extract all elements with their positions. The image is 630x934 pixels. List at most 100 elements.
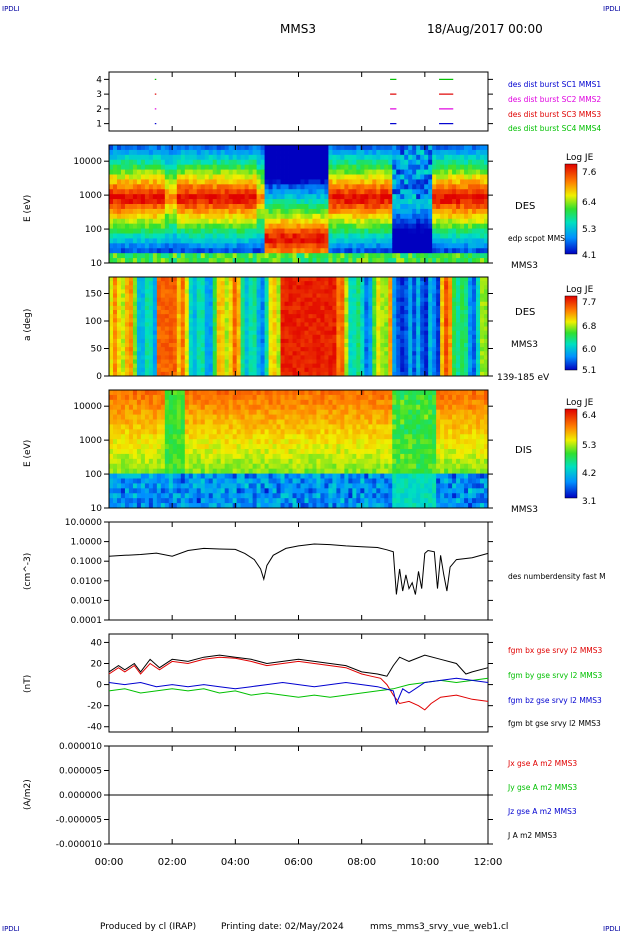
spectrogram-cell	[436, 213, 441, 220]
spectrogram-cell	[176, 314, 182, 319]
spectrogram-cell	[160, 305, 166, 311]
spectrogram-cell	[256, 223, 261, 229]
spectrogram-cell	[388, 213, 393, 220]
spectrogram-cell	[164, 174, 170, 180]
spectrogram-cell	[136, 258, 142, 264]
spectrogram-cell	[308, 199, 313, 205]
spectrogram-cell	[112, 458, 118, 465]
spectrogram-cell	[328, 179, 333, 185]
spectrogram-cell	[292, 277, 297, 282]
spectrogram-cell	[256, 179, 261, 185]
spectrogram-cell	[156, 347, 162, 352]
spectrogram-cell	[332, 359, 337, 365]
spectrogram-cell	[112, 473, 118, 479]
spectrogram-cell	[120, 184, 126, 190]
spectrogram-cell	[136, 164, 142, 170]
spectrogram-cell	[468, 204, 473, 210]
spectrogram-cell	[140, 159, 146, 166]
spectrogram-cell	[176, 258, 182, 264]
spectrogram-cell	[232, 174, 238, 180]
spectrogram-cell	[128, 404, 134, 411]
spectrogram-cell	[284, 330, 289, 336]
spectrogram-cell	[236, 194, 242, 200]
spectrogram-cell	[156, 444, 162, 450]
spectrogram-cell	[356, 334, 361, 340]
spectrogram-cell	[428, 164, 433, 170]
spectrogram-cell	[456, 351, 461, 356]
spectrogram-cell	[348, 218, 353, 225]
spectrogram-cell	[132, 194, 138, 200]
spectrogram-cell	[220, 208, 226, 215]
spectrogram-cell	[316, 258, 321, 264]
spectrogram-cell	[192, 293, 198, 299]
spectrogram-cell	[116, 314, 122, 319]
spectrogram-cell	[444, 258, 449, 264]
spectrogram-cell	[348, 184, 353, 190]
spectrogram-cell	[456, 281, 461, 286]
spectrogram-cell	[324, 194, 329, 200]
spectrogram-cell	[352, 149, 357, 156]
spectrogram-cell	[228, 367, 234, 373]
spectrogram-cell	[484, 310, 489, 315]
spectrogram-cell	[380, 285, 385, 290]
spectrogram-cell	[344, 174, 349, 180]
spectrogram-cell	[112, 184, 118, 190]
spectrogram-cell	[352, 367, 357, 373]
spectrogram-cell	[204, 154, 210, 161]
spectrogram-cell	[204, 248, 210, 254]
spectrogram-cell	[340, 253, 345, 259]
spectrogram-cell	[128, 238, 134, 244]
spectrogram-cell	[109, 404, 114, 411]
spectrogram-cell	[348, 145, 353, 151]
spectrogram-cell	[416, 277, 421, 282]
spectrogram-cell	[372, 253, 377, 259]
spectrogram-cell	[460, 169, 465, 175]
spectrogram-cell	[340, 322, 345, 327]
spectrogram-cell	[168, 301, 174, 307]
spectrogram-cell	[136, 434, 142, 440]
spectrogram-cell	[348, 334, 353, 340]
spectrogram-cell	[156, 305, 162, 311]
spectrogram-cell	[332, 184, 337, 190]
spectrogram-cell	[452, 285, 457, 290]
spectrogram-cell	[324, 145, 329, 151]
spectrogram-cell	[440, 359, 445, 365]
spectrogram-cell	[128, 334, 134, 340]
spectrogram-cell	[384, 301, 389, 307]
spectrogram-cell	[396, 194, 401, 200]
spectrogram-cell	[300, 199, 305, 205]
spectrogram-cell	[216, 164, 222, 170]
spectrogram-cell	[360, 169, 365, 175]
spectrogram-cell	[360, 326, 365, 332]
spectrogram-cell	[376, 351, 381, 356]
spectrogram-cell	[216, 297, 222, 303]
spectrogram-cell	[236, 343, 242, 348]
spectrogram-cell	[224, 330, 230, 336]
spectrogram-cell	[109, 351, 114, 356]
spectrogram-cell	[228, 322, 234, 327]
spectrogram-cell	[148, 351, 154, 356]
spectrogram-cell	[252, 330, 258, 336]
spectrogram-cell	[348, 159, 353, 166]
spectrogram-cell	[356, 289, 361, 294]
spectrogram-cell	[288, 218, 293, 225]
spectrogram-cell	[268, 159, 273, 166]
spectrogram-cell	[344, 258, 349, 264]
spectrogram-cell	[116, 238, 122, 244]
spectrogram-cell	[192, 326, 198, 332]
spectrogram-cell	[164, 434, 170, 440]
spectrogram-cell	[112, 310, 118, 315]
spectrogram-cell	[200, 228, 206, 234]
spectrogram-cell	[136, 174, 142, 180]
spectrogram-cell	[432, 326, 437, 332]
spectrogram-cell	[444, 314, 449, 319]
spectrogram-cell	[116, 444, 122, 450]
spectrogram-cell	[460, 297, 465, 303]
spectrogram-cell	[224, 297, 230, 303]
spectrogram-cell	[160, 204, 166, 210]
spectrogram-cell	[368, 169, 373, 175]
spectrogram-cell	[252, 310, 258, 315]
spectrogram-cell	[204, 179, 210, 185]
spectrogram-cell	[136, 145, 142, 151]
spectrogram-cell	[140, 498, 146, 504]
